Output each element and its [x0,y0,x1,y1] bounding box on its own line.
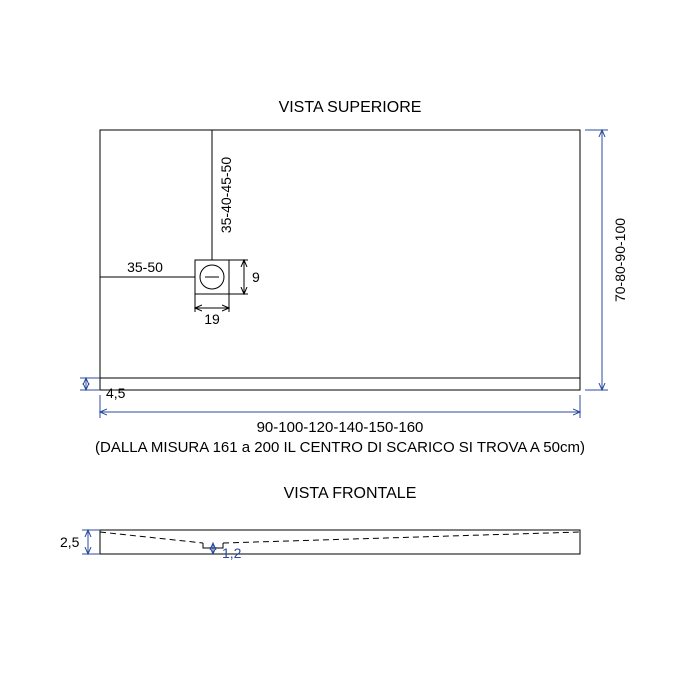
front-height-label: 2,5 [60,534,80,550]
front-view: 2,5 1,2 [60,530,580,561]
drain-from-top-label: 35-40-45-50 [218,157,234,233]
tray-outline [100,130,580,390]
drain-height-label: 9 [252,269,260,285]
width-note: (DALLA MISURA 161 a 200 IL CENTRO DI SCA… [95,439,585,456]
top-view-title: VISTA SUPERIORE [279,99,422,116]
drain-width-label: 19 [204,311,220,327]
front-depth-label: 1,2 [222,545,242,561]
drain-from-left-label: 35-50 [127,259,163,275]
top-view: 35-50 35-40-45-50 19 9 4,5 90-100-120-14… [80,130,628,456]
height-label: 70-80-90-100 [612,218,628,302]
drain [100,130,229,294]
front-outline [100,530,580,554]
ledge-label: 4,5 [106,385,126,401]
front-view-title: VISTA FRONTALE [284,485,417,502]
width-label: 90-100-120-140-150-160 [257,419,424,436]
